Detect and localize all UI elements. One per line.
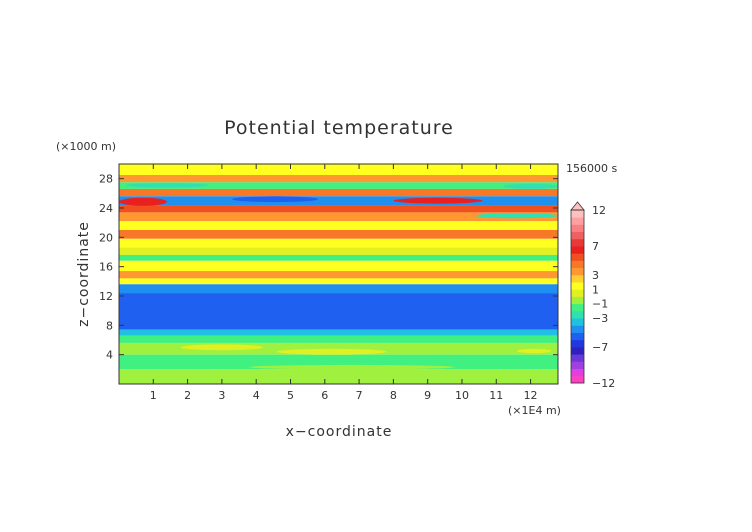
x-tick-label-7: 8 bbox=[390, 389, 397, 402]
field-band-16 bbox=[119, 293, 558, 330]
y-tick-label-6: 28 bbox=[99, 173, 113, 186]
colorbar-segment-5 bbox=[571, 339, 584, 348]
colorbar-segment-16 bbox=[571, 260, 584, 269]
colorbar-label-2: 3 bbox=[592, 269, 599, 282]
field-band-12 bbox=[119, 260, 558, 272]
x-tick-label-11: 12 bbox=[524, 389, 538, 402]
x-tick-label-9: 10 bbox=[455, 389, 469, 402]
field-band-10 bbox=[119, 247, 558, 255]
plot-area bbox=[119, 164, 558, 384]
x-tick-label-1: 2 bbox=[184, 389, 191, 402]
colorbar-segment-8 bbox=[571, 318, 584, 326]
y-tick-label-0: 4 bbox=[106, 349, 113, 362]
field-band-11 bbox=[119, 254, 558, 261]
field-patch-4 bbox=[119, 197, 168, 206]
y-tick-label-1: 8 bbox=[106, 319, 113, 332]
field-band-4 bbox=[119, 196, 558, 206]
field-patch-9 bbox=[249, 364, 456, 370]
colorbar: 12 7 31 −1−3 −7 −12 bbox=[570, 201, 615, 390]
colorbar-frame bbox=[570, 209, 585, 384]
field-band-3 bbox=[119, 188, 558, 197]
field-patch-7 bbox=[276, 348, 387, 355]
y-tick-label-2: 12 bbox=[99, 290, 113, 303]
y-axis-label: z−coordinate bbox=[76, 221, 92, 327]
colorbar-segment-23 bbox=[571, 210, 584, 218]
field-band-8 bbox=[119, 230, 558, 239]
colorbar-segment-19 bbox=[571, 238, 584, 247]
field-patch-3 bbox=[475, 213, 558, 219]
y-axis: 4 8 12 16 20 24 28 bbox=[99, 173, 558, 362]
colorbar-label-7: −12 bbox=[592, 377, 615, 390]
field-band-1 bbox=[119, 175, 558, 183]
colorbar-label-3: 1 bbox=[592, 283, 599, 296]
field-patch-2 bbox=[393, 197, 483, 204]
colorbar-label-4: −1 bbox=[592, 298, 608, 311]
field-patch-6 bbox=[180, 344, 264, 351]
x-tick-label-3: 4 bbox=[253, 389, 260, 402]
field-band-7 bbox=[119, 221, 558, 230]
colorbar-segment-4 bbox=[571, 346, 584, 355]
field-band-2 bbox=[119, 182, 558, 189]
colorbar-segment-15 bbox=[571, 267, 584, 276]
colorbar-segment-0 bbox=[571, 375, 584, 384]
field-patch-1 bbox=[232, 196, 318, 203]
colorbar-segment-9 bbox=[571, 310, 584, 319]
y-tick-label-3: 16 bbox=[99, 261, 113, 274]
colorbar-segment-17 bbox=[571, 253, 584, 261]
field-patch-8 bbox=[516, 348, 552, 354]
colorbar-segment-1 bbox=[571, 368, 584, 377]
colorbar-extend-arrow bbox=[570, 201, 585, 211]
colorbar-segment-14 bbox=[571, 274, 584, 283]
field-band-20 bbox=[119, 354, 558, 370]
colorbar-label-1: 7 bbox=[592, 240, 599, 253]
colorbar-segment-10 bbox=[571, 303, 584, 312]
x-tick-label-6: 7 bbox=[356, 389, 363, 402]
plot-frame bbox=[118, 163, 559, 385]
y-unit-label: (×1000 m) bbox=[56, 140, 116, 153]
field-band-18 bbox=[119, 335, 558, 343]
colorbar-segment-13 bbox=[571, 282, 584, 290]
y-tick-label-4: 20 bbox=[99, 231, 113, 244]
x-unit-label: (×1E4 m) bbox=[508, 404, 561, 417]
x-tick-label-2: 3 bbox=[218, 389, 225, 402]
colorbar-segment-12 bbox=[571, 289, 584, 297]
field-band-21 bbox=[119, 369, 558, 384]
x-tick-label-5: 6 bbox=[321, 389, 328, 402]
field-band-17 bbox=[119, 329, 558, 336]
field-band-13 bbox=[119, 271, 558, 279]
x-tick-label-0: 1 bbox=[150, 389, 157, 402]
y-tick-label-5: 24 bbox=[99, 202, 113, 215]
field-band-6 bbox=[119, 212, 558, 222]
chart-title: Potential temperature bbox=[224, 117, 454, 139]
field-band-0 bbox=[119, 164, 558, 175]
colorbar-label-6: −7 bbox=[592, 341, 608, 354]
colorbar-segment-6 bbox=[571, 332, 584, 341]
colorbar-segment-11 bbox=[571, 296, 584, 305]
colorbar-segment-18 bbox=[571, 246, 584, 254]
x-axis: 1 2 3 4 5 6 7 8 9 10 11 12 bbox=[150, 164, 538, 402]
field-band-9 bbox=[119, 238, 558, 248]
x-tick-label-4: 5 bbox=[287, 389, 294, 402]
field-band-5 bbox=[119, 205, 558, 213]
x-axis-label: x−coordinate bbox=[286, 424, 393, 440]
field-patch-0 bbox=[125, 183, 209, 188]
field-band-14 bbox=[119, 278, 558, 285]
colorbar-segment-3 bbox=[571, 354, 584, 362]
x-tick-label-8: 9 bbox=[424, 389, 431, 402]
colorbar-segment-7 bbox=[571, 325, 584, 333]
field-band-15 bbox=[119, 284, 558, 294]
time-label: 156000 s bbox=[566, 162, 617, 175]
colorbar-label-0: 12 bbox=[592, 204, 606, 217]
colorbar-segment-22 bbox=[571, 217, 584, 225]
colorbar-segment-21 bbox=[571, 224, 584, 233]
colorbar-label-5: −3 bbox=[592, 312, 608, 325]
field-patch-5 bbox=[503, 183, 558, 189]
x-tick-label-10: 11 bbox=[489, 389, 503, 402]
field-band-19 bbox=[119, 342, 558, 355]
colorbar-segment-20 bbox=[571, 231, 584, 240]
colorbar-segment-2 bbox=[571, 361, 584, 369]
